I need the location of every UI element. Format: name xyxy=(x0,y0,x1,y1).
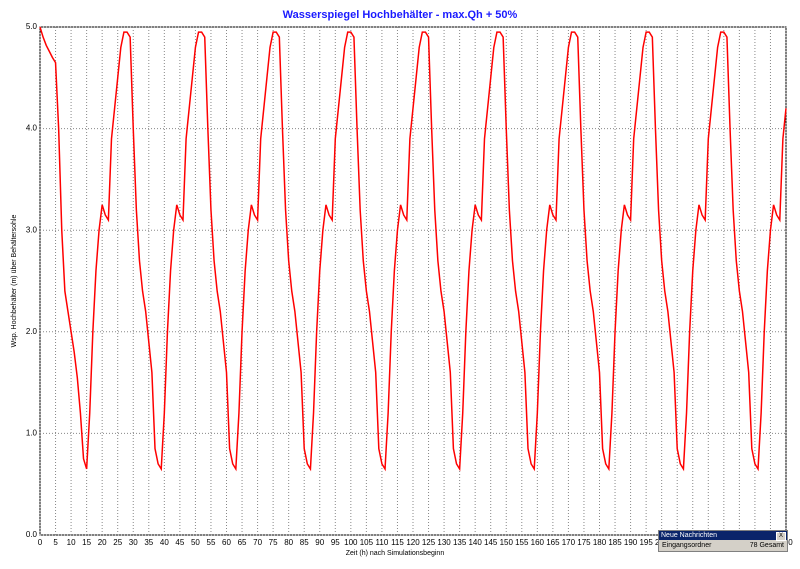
y-tick-label: 1.0 xyxy=(26,429,38,438)
x-tick-label: 120 xyxy=(406,538,420,547)
x-tick-label: 95 xyxy=(331,538,340,547)
x-tick-label: 75 xyxy=(269,538,278,547)
y-tick-label: 3.0 xyxy=(26,225,38,234)
x-tick-label: 55 xyxy=(207,538,216,547)
x-tick-label: 40 xyxy=(160,538,169,547)
x-tick-label: 175 xyxy=(577,538,591,547)
x-tick-label: 115 xyxy=(391,538,404,547)
x-tick-label: 100 xyxy=(344,538,358,547)
x-tick-label: 80 xyxy=(284,538,293,547)
y-tick-label: 5.0 xyxy=(26,22,38,31)
x-tick-label: 165 xyxy=(546,538,560,547)
x-tick-label: 30 xyxy=(129,538,138,547)
popup-count: 78 Gesamt xyxy=(749,542,784,549)
y-axis-label: Wsp. Hochbehälter (m) über Behältersohle xyxy=(11,215,18,348)
x-tick-label: 190 xyxy=(624,538,638,547)
x-tick-label: 195 xyxy=(639,538,653,547)
line xyxy=(39,26,787,472)
popup-title: Neue Nachrichten xyxy=(659,531,787,540)
x-tick-label: 140 xyxy=(468,538,482,547)
x-tick-label: 85 xyxy=(300,538,309,547)
x-tick-label: 150 xyxy=(500,538,514,547)
x-tick-label: 25 xyxy=(113,538,122,547)
x-tick-label: 110 xyxy=(376,538,389,547)
popup-folder: Eingangsordner xyxy=(662,542,712,549)
y-tick-label: 4.0 xyxy=(26,124,38,133)
x-tick-label: 45 xyxy=(175,538,184,547)
x-tick-label: 185 xyxy=(608,538,622,547)
x-tick-label: 105 xyxy=(360,538,374,547)
x-tick-label: 15 xyxy=(82,538,91,547)
x-tick-label: 70 xyxy=(253,538,262,547)
x-tick-label: 50 xyxy=(191,538,200,547)
popup-body: Eingangsordner 78 Gesamt xyxy=(659,540,787,551)
x-axis-label: Zeit (h) nach Simulationsbeginn xyxy=(346,550,445,557)
x-tick-label: 0 xyxy=(38,538,43,547)
x-tick-label: 160 xyxy=(531,538,545,547)
x-tick-label: 180 xyxy=(593,538,607,547)
x-tick-label: 10 xyxy=(67,538,76,547)
x-tick-label: 90 xyxy=(315,538,324,547)
x-tick-label: 65 xyxy=(238,538,247,547)
notification-popup[interactable]: Neue Nachrichten X Eingangsordner 78 Ges… xyxy=(658,530,788,552)
close-button[interactable]: X xyxy=(776,532,786,541)
x-tick-label: 125 xyxy=(422,538,436,547)
x-tick-label: 145 xyxy=(484,538,498,547)
x-tick-label: 130 xyxy=(437,538,451,547)
x-tick-label: 135 xyxy=(453,538,467,547)
x-tick-label: 60 xyxy=(222,538,231,547)
x-tick-label: 20 xyxy=(98,538,107,547)
x-tick-label: 5 xyxy=(53,538,58,547)
x-tick-label: 35 xyxy=(144,538,153,547)
y-tick-label: 0.0 xyxy=(26,530,38,539)
chart-title: Wasserspiegel Hochbehälter - max.Qh + 50… xyxy=(283,9,518,21)
y-tick-label: 2.0 xyxy=(26,327,38,336)
x-tick-label: 155 xyxy=(515,538,529,547)
x-tick-label: 170 xyxy=(562,538,576,547)
